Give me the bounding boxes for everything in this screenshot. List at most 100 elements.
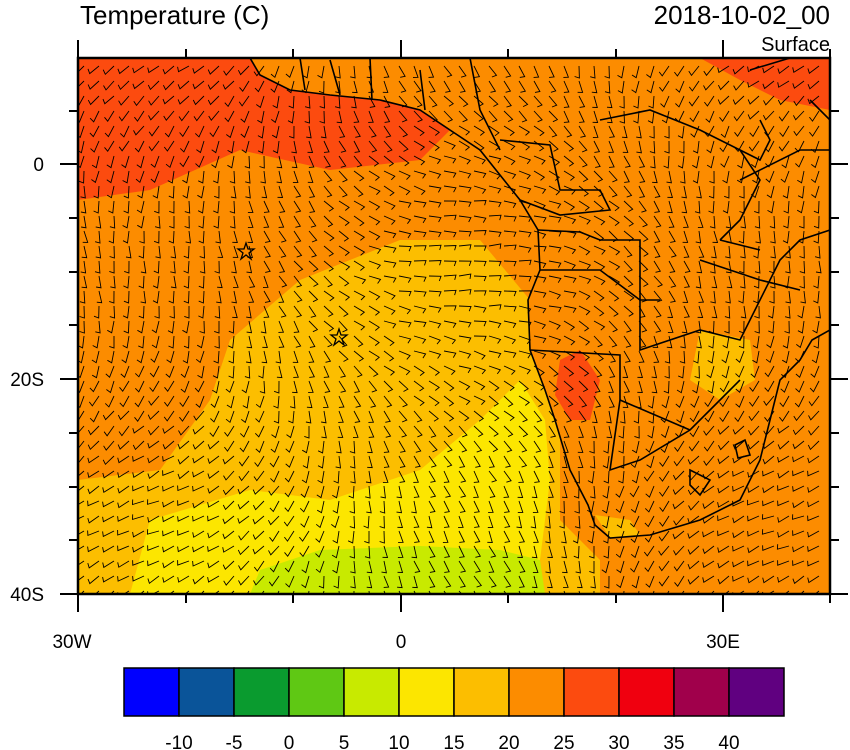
wind-barb — [548, 425, 557, 438]
wind-barb — [278, 260, 286, 273]
wind-barb — [563, 380, 574, 392]
wind-barb — [673, 515, 685, 526]
wind-barb — [813, 275, 820, 289]
wind-barb — [764, 380, 775, 393]
wind-barb — [177, 545, 190, 553]
wind-barb — [177, 470, 190, 480]
wind-barb — [590, 65, 596, 79]
wind-barb — [681, 320, 688, 334]
wind-barb — [168, 185, 175, 199]
wind-barb — [532, 560, 539, 573]
wind-barb — [308, 200, 316, 213]
wind-barb — [82, 230, 89, 243]
wind-barb — [503, 244, 517, 251]
wind-barb — [443, 425, 454, 438]
wind-barb — [349, 500, 355, 514]
wind-barb — [792, 575, 805, 585]
wind-barb — [122, 305, 130, 319]
wind-barb — [87, 455, 100, 464]
wind-barb — [706, 155, 715, 169]
wind-barb — [503, 440, 513, 453]
wind-barb — [241, 140, 250, 154]
wind-barb — [208, 110, 220, 121]
wind-barb — [148, 140, 160, 152]
wind-barb — [319, 95, 325, 109]
wind-barb — [778, 110, 790, 122]
wind-barb — [688, 440, 700, 452]
wind-barb — [533, 395, 544, 407]
wind-barb — [578, 185, 589, 197]
wind-barb — [78, 500, 85, 506]
wind-barb — [683, 305, 690, 318]
wind-barb — [792, 455, 805, 463]
wind-barb — [398, 530, 404, 543]
wind-barb — [278, 230, 287, 243]
wind-barb — [782, 185, 790, 199]
wind-barb — [533, 440, 542, 453]
wind-barb — [239, 440, 250, 453]
wind-barb — [563, 440, 569, 453]
colorbar-label: 15 — [443, 733, 464, 750]
wind-barb — [300, 485, 310, 498]
wind-barb — [308, 155, 315, 168]
wind-barb — [278, 215, 285, 228]
wind-barb — [413, 230, 427, 238]
wind-barb — [692, 380, 700, 394]
wind-barb — [244, 155, 251, 169]
wind-barb — [458, 215, 472, 223]
wind-barb — [413, 155, 426, 166]
wind-barb — [532, 500, 539, 513]
wind-barb — [563, 245, 577, 255]
wind-barb — [207, 560, 220, 569]
wind-barb — [473, 290, 487, 296]
wind-barb — [653, 275, 663, 288]
wind-barb — [134, 380, 145, 393]
wind-barb — [792, 514, 805, 520]
wind-barb — [638, 230, 649, 242]
wind-barb — [180, 365, 190, 379]
wind-barb — [518, 365, 531, 375]
wind-barb — [503, 95, 512, 108]
wind-barb — [238, 95, 250, 107]
wind-barb — [747, 95, 760, 105]
wind-barb — [732, 575, 745, 582]
wind-barb — [761, 514, 775, 520]
wind-barb — [383, 365, 396, 376]
wind-barb — [761, 529, 775, 535]
wind-barb — [488, 185, 502, 194]
wind-barb — [587, 470, 595, 484]
wind-barb — [364, 545, 371, 559]
wind-barb — [443, 125, 455, 137]
wind-barb — [740, 245, 746, 259]
wind-barb — [623, 275, 634, 287]
wind-barb — [428, 244, 442, 251]
wind-barb — [284, 560, 295, 573]
wind-barb — [717, 425, 730, 435]
wind-barb — [428, 230, 442, 238]
wind-barb — [338, 290, 351, 301]
land-hot-region — [700, 58, 830, 110]
wind-barb — [247, 215, 254, 228]
wind-barb — [616, 560, 625, 574]
wind-barb — [561, 545, 568, 559]
wind-barb — [708, 200, 715, 214]
wind-barb — [732, 485, 745, 492]
wind-barb — [162, 470, 175, 476]
wind-barb — [413, 260, 427, 266]
wind-barb — [270, 65, 280, 79]
wind-barb — [458, 305, 472, 312]
wind-barb — [603, 470, 610, 484]
wind-barb — [413, 275, 427, 282]
wind-barb — [811, 350, 820, 364]
wind-barb — [109, 215, 116, 229]
wind-barb — [398, 65, 406, 78]
wind-barb — [608, 290, 620, 302]
wind-barb — [725, 290, 731, 304]
wind-barb — [797, 185, 805, 199]
wind-barb — [687, 515, 700, 524]
wind-barb — [139, 230, 145, 244]
wind-barb — [668, 245, 677, 258]
wind-barb — [473, 110, 484, 122]
wind-barb — [796, 200, 805, 214]
wind-barb — [349, 545, 355, 559]
